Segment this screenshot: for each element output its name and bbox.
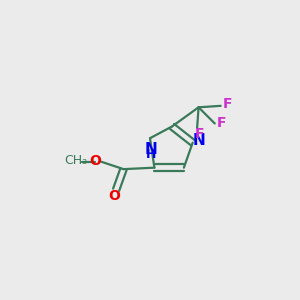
Text: F: F bbox=[195, 128, 204, 141]
Text: O: O bbox=[90, 154, 101, 168]
Text: CH₃: CH₃ bbox=[64, 154, 87, 167]
Text: H: H bbox=[146, 148, 157, 161]
Text: N: N bbox=[145, 142, 158, 157]
Text: N: N bbox=[193, 133, 206, 148]
Text: F: F bbox=[217, 116, 226, 130]
Text: O: O bbox=[109, 189, 121, 203]
Text: F: F bbox=[222, 98, 232, 111]
